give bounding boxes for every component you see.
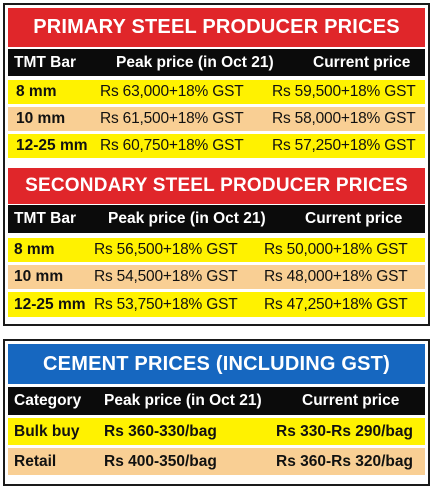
table-row: 10 mm Rs 61,500+18% GST Rs 58,000+18% GS… <box>8 107 425 131</box>
table-row: 10 mm Rs 54,500+18% GST Rs 48,000+18% GS… <box>8 265 425 289</box>
header-peak-price: Peak price (in Oct 21) <box>104 392 262 409</box>
row-size: 8 mm <box>16 83 57 100</box>
header-current-price: Current price <box>313 53 411 71</box>
table-row: Retail Rs 400-350/bag Rs 360-Rs 320/bag <box>8 448 425 475</box>
row-peak-price: Rs 360-330/bag <box>104 422 217 440</box>
row-current-price: Rs 59,500+18% GST <box>272 83 416 100</box>
row-current-price: Rs 360-Rs 320/bag <box>276 452 413 470</box>
header-current-price: Current price <box>302 392 400 409</box>
row-current-price: Rs 58,000+18% GST <box>272 110 416 127</box>
row-peak-price: Rs 60,750+18% GST <box>100 137 244 154</box>
row-size: 10 mm <box>16 110 66 127</box>
primary-steel-title: PRIMARY STEEL PRODUCER PRICES <box>8 8 425 47</box>
header-tmt-bar: TMT Bar <box>14 210 76 227</box>
row-category: Bulk buy <box>14 422 80 440</box>
row-size: 8 mm <box>14 241 55 258</box>
cement-prices-panel: CEMENT PRICES (INCLUDING GST) Category P… <box>3 339 430 486</box>
row-current-price: Rs 57,250+18% GST <box>272 137 416 154</box>
header-tmt-bar: TMT Bar <box>14 53 76 71</box>
header-peak-price: Peak price (in Oct 21) <box>116 53 274 71</box>
table-row: 12-25 mm Rs 60,750+18% GST Rs 57,250+18%… <box>8 134 425 158</box>
row-peak-price: Rs 61,500+18% GST <box>100 110 244 127</box>
header-current-price: Current price <box>305 210 403 227</box>
row-category: Retail <box>14 452 57 470</box>
table-row: Bulk buy Rs 360-330/bag Rs 330-Rs 290/ba… <box>8 418 425 445</box>
row-size: 12-25 mm <box>14 295 86 313</box>
steel-prices-panel: PRIMARY STEEL PRODUCER PRICES TMT Bar Pe… <box>3 3 430 326</box>
row-current-price: Rs 330-Rs 290/bag <box>276 422 413 440</box>
secondary-table-header: TMT Bar Peak price (in Oct 21) Current p… <box>8 205 425 233</box>
row-peak-price: Rs 54,500+18% GST <box>94 268 238 285</box>
row-current-price: Rs 47,250+18% GST <box>264 295 408 313</box>
row-peak-price: Rs 400-350/bag <box>104 452 217 470</box>
cement-table-header: Category Peak price (in Oct 21) Current … <box>8 387 425 415</box>
table-row: 12-25 mm Rs 53,750+18% GST Rs 47,250+18%… <box>8 292 425 317</box>
header-category: Category <box>14 392 82 409</box>
header-peak-price: Peak price (in Oct 21) <box>108 210 266 227</box>
cement-title: CEMENT PRICES (INCLUDING GST) <box>8 344 425 384</box>
row-peak-price: Rs 56,500+18% GST <box>94 241 238 258</box>
secondary-steel-title: SECONDARY STEEL PRODUCER PRICES <box>8 168 425 204</box>
table-row: 8 mm Rs 56,500+18% GST Rs 50,000+18% GST <box>8 238 425 262</box>
row-peak-price: Rs 53,750+18% GST <box>94 295 238 313</box>
row-size: 12-25 mm <box>16 137 88 154</box>
row-size: 10 mm <box>14 268 64 285</box>
primary-table-header: TMT Bar Peak price (in Oct 21) Current p… <box>8 49 425 76</box>
row-current-price: Rs 50,000+18% GST <box>264 241 408 258</box>
row-peak-price: Rs 63,000+18% GST <box>100 83 244 100</box>
row-current-price: Rs 48,000+18% GST <box>264 268 408 285</box>
table-row: 8 mm Rs 63,000+18% GST Rs 59,500+18% GST <box>8 80 425 104</box>
